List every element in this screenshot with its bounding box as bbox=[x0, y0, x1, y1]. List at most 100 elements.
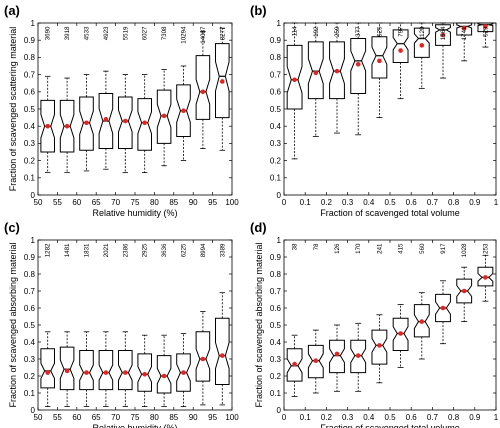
x-tick-label: 100 bbox=[225, 198, 239, 207]
panel-label: (c) bbox=[4, 220, 20, 235]
box-group: 1564 bbox=[435, 22, 451, 79]
box-group: 1282 bbox=[40, 243, 55, 408]
mean-marker bbox=[103, 370, 109, 375]
panel-1: 50 55 60 65 70 75 80 85 90 95 100 0 0.1 0.2 0.3 0.4 0.5 0… bbox=[4, 3, 239, 218]
mean-marker bbox=[142, 120, 147, 126]
mean-marker bbox=[292, 77, 297, 83]
panel-4: 0 0.1 0.2 0.3 0.4 0.5 0.6 0.7 0.8 0.9 1 0 0.1 0.2 0.3 0… bbox=[250, 220, 499, 428]
count-label: 377 bbox=[355, 26, 362, 37]
panel-3: 50 55 60 65 70 75 80 85 90 95 100 0 0.1 0.2 0.3 0.4 0.5 0… bbox=[4, 220, 239, 428]
x-tick-label: 75 bbox=[131, 413, 140, 422]
count-label: 2386 bbox=[122, 243, 129, 257]
box-group: 126 bbox=[329, 243, 345, 392]
box-group: 10294 bbox=[176, 26, 191, 162]
count-label: 1481 bbox=[64, 243, 71, 257]
axes-frame bbox=[283, 239, 497, 411]
y-tick-label: 0.7 bbox=[24, 287, 36, 296]
mean-marker bbox=[220, 353, 225, 358]
mean-marker bbox=[483, 275, 488, 280]
count-label: 525 bbox=[376, 26, 383, 37]
mean-marker bbox=[84, 120, 89, 126]
y-tick-label: 1 bbox=[277, 19, 282, 28]
box-group: 6027 bbox=[137, 26, 152, 174]
box-group: 377 bbox=[350, 22, 367, 136]
y-tick-label: 0.5 bbox=[24, 105, 36, 114]
x-tick-label: 0.8 bbox=[448, 198, 460, 207]
count-label: 4533 bbox=[84, 26, 91, 40]
x-tick-label: 0.6 bbox=[406, 198, 418, 207]
notched-box bbox=[40, 348, 55, 389]
x-tick-label: 90 bbox=[189, 413, 198, 422]
x-tick-label: 0.9 bbox=[469, 198, 481, 207]
count-label: 7308 bbox=[161, 26, 168, 40]
y-tick-label: 0.1 bbox=[270, 389, 282, 398]
box-group: 78 bbox=[307, 243, 324, 394]
mean-marker bbox=[200, 89, 206, 95]
mean-marker bbox=[483, 24, 488, 29]
y-tick-label: 0.5 bbox=[24, 321, 36, 330]
mean-marker bbox=[377, 58, 382, 64]
box-group: 3690 bbox=[40, 26, 55, 174]
box-group: 1831 bbox=[79, 243, 94, 408]
y-tick-label: 0.3 bbox=[270, 355, 282, 364]
notched-box bbox=[286, 44, 303, 110]
box-group: 8994 bbox=[195, 243, 211, 406]
notched-box bbox=[59, 346, 75, 391]
x-tick-label: 55 bbox=[53, 413, 62, 422]
box-group: 6225 bbox=[176, 243, 191, 408]
box-group: 4923 bbox=[98, 26, 114, 170]
mean-marker bbox=[355, 353, 361, 358]
y-tick-label: 0.7 bbox=[270, 287, 282, 296]
x-tick-label: 85 bbox=[169, 413, 178, 422]
y-tick-label: 0.2 bbox=[24, 372, 36, 381]
box-group: 525 bbox=[371, 22, 388, 118]
count-label: 415 bbox=[398, 243, 405, 254]
mean-marker bbox=[181, 370, 186, 375]
count-label: 114 bbox=[292, 26, 299, 36]
x-tick-label: 0.8 bbox=[448, 413, 460, 422]
mean-marker bbox=[461, 288, 467, 294]
y-tick-label: 0.1 bbox=[24, 389, 36, 398]
box-group: 415 bbox=[392, 243, 409, 368]
mean-marker bbox=[123, 118, 128, 124]
box-group: 241 bbox=[371, 243, 388, 384]
y-axis-label: Fraction of scavenged absorbing material bbox=[8, 242, 18, 407]
y-tick-label: 0.9 bbox=[24, 36, 36, 45]
box-group: 1120 bbox=[413, 22, 430, 89]
notched-box bbox=[307, 41, 324, 100]
mean-marker bbox=[292, 361, 297, 367]
x-tick-label: 0.7 bbox=[427, 413, 439, 422]
x-tick-label: 0.4 bbox=[363, 198, 375, 207]
notched-box bbox=[215, 317, 230, 385]
y-tick-label: 0.2 bbox=[270, 156, 282, 165]
mean-marker bbox=[123, 370, 128, 375]
x-tick-label: 60 bbox=[72, 413, 81, 422]
y-tick-label: 0.4 bbox=[24, 122, 36, 131]
box-group: 797 bbox=[392, 22, 409, 100]
y-tick-label: 0 bbox=[31, 191, 36, 200]
x-tick-label: 0 bbox=[282, 198, 287, 207]
count-label: 192 bbox=[313, 26, 320, 37]
count-label: 2925 bbox=[142, 243, 149, 257]
box-group: 7308 bbox=[156, 26, 172, 167]
box-group: 4533 bbox=[79, 26, 94, 172]
y-tick-label: 0.5 bbox=[270, 321, 282, 330]
count-label: 529 bbox=[482, 26, 489, 37]
box-group: 38 bbox=[286, 243, 303, 397]
panel-label: (a) bbox=[4, 3, 20, 18]
mean-marker bbox=[161, 113, 167, 119]
y-tick-label: 0.6 bbox=[24, 304, 36, 313]
x-tick-label: 0.5 bbox=[384, 413, 396, 422]
count-label: 1564 bbox=[440, 26, 447, 40]
box-group: 2021 bbox=[98, 243, 114, 408]
box-group: 560 bbox=[413, 243, 430, 360]
y-tick-label: 0.9 bbox=[270, 36, 282, 45]
count-label: 3389 bbox=[219, 243, 226, 257]
x-tick-label: 75 bbox=[131, 198, 140, 207]
mean-marker bbox=[419, 43, 425, 48]
mean-marker bbox=[313, 70, 319, 76]
count-label: 917 bbox=[440, 243, 447, 254]
mean-marker bbox=[142, 372, 147, 377]
x-tick-label: 65 bbox=[92, 413, 101, 422]
